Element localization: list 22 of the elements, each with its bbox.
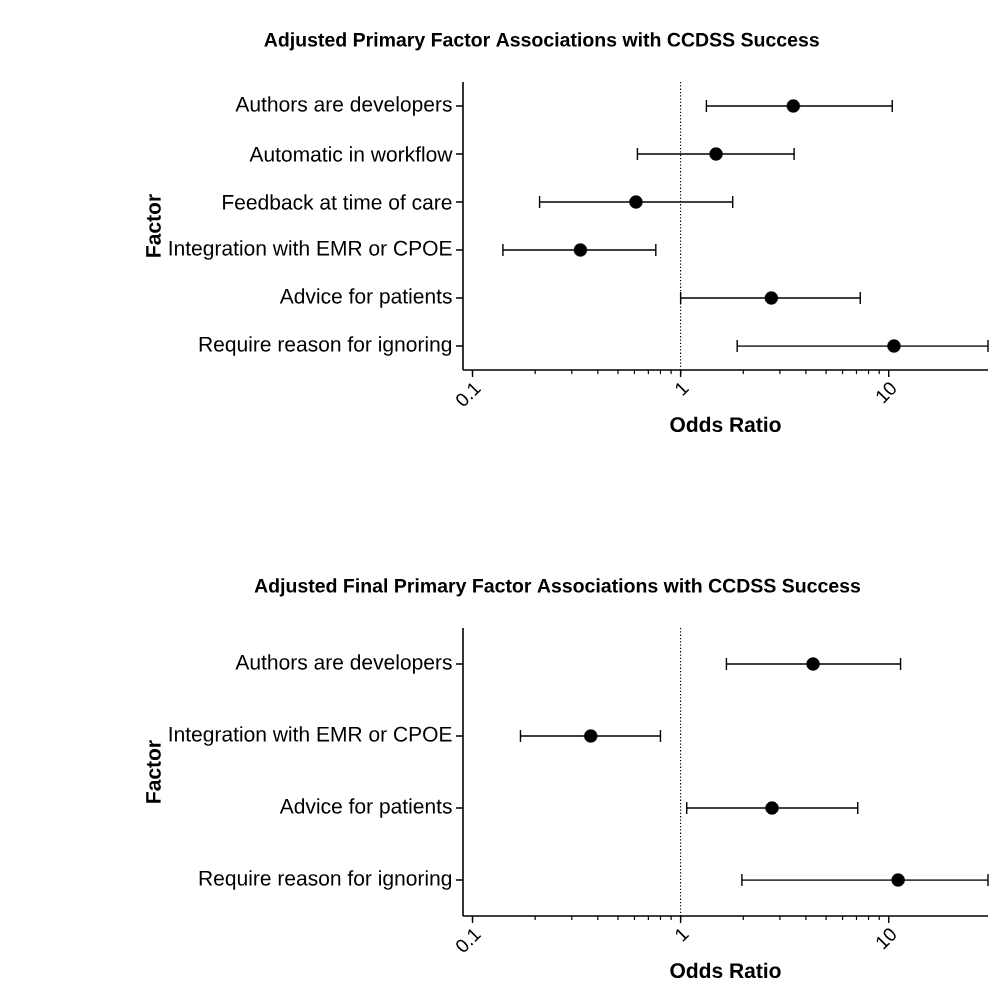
y-tick-label: Integration with EMR or CPOE	[169, 726, 452, 746]
x-tick-label: 0.1	[456, 383, 482, 406]
y-axis-title: Factor	[146, 194, 161, 257]
y-tick-label: Integration with EMR or CPOE	[169, 240, 452, 260]
y-tick-label: Require reason for ignoring	[199, 336, 452, 356]
y-tick-label: Authors are developers	[235, 654, 452, 674]
x-axis-title: Odds Ratio	[670, 962, 781, 979]
x-tick-label: 10	[876, 928, 896, 950]
x-tick-label: 1	[675, 383, 690, 396]
x-axis-title: Odds Ratio	[670, 416, 781, 433]
x-tick-label: 10	[876, 382, 896, 404]
y-tick-label: Automatic in workflow	[249, 146, 453, 162]
y-tick-label: Feedback at time of care	[223, 194, 452, 210]
y-axis-title: Factor	[146, 740, 161, 803]
chart-title: Adjusted Final Primary Factor Associations with CCDSS Success	[254, 578, 861, 597]
x-tick-label: 0.1	[456, 929, 482, 952]
y-tick-label: Advice for patients	[279, 288, 452, 308]
y-tick-label: Authors are developers	[235, 96, 452, 116]
y-tick-label: Require reason for ignoring	[199, 870, 452, 890]
x-tick-label: 1	[675, 929, 690, 942]
chart-title: Adjusted Primary Factor Associations with CCDSS Success	[264, 32, 819, 51]
y-tick-label: Advice for patients	[279, 798, 452, 818]
